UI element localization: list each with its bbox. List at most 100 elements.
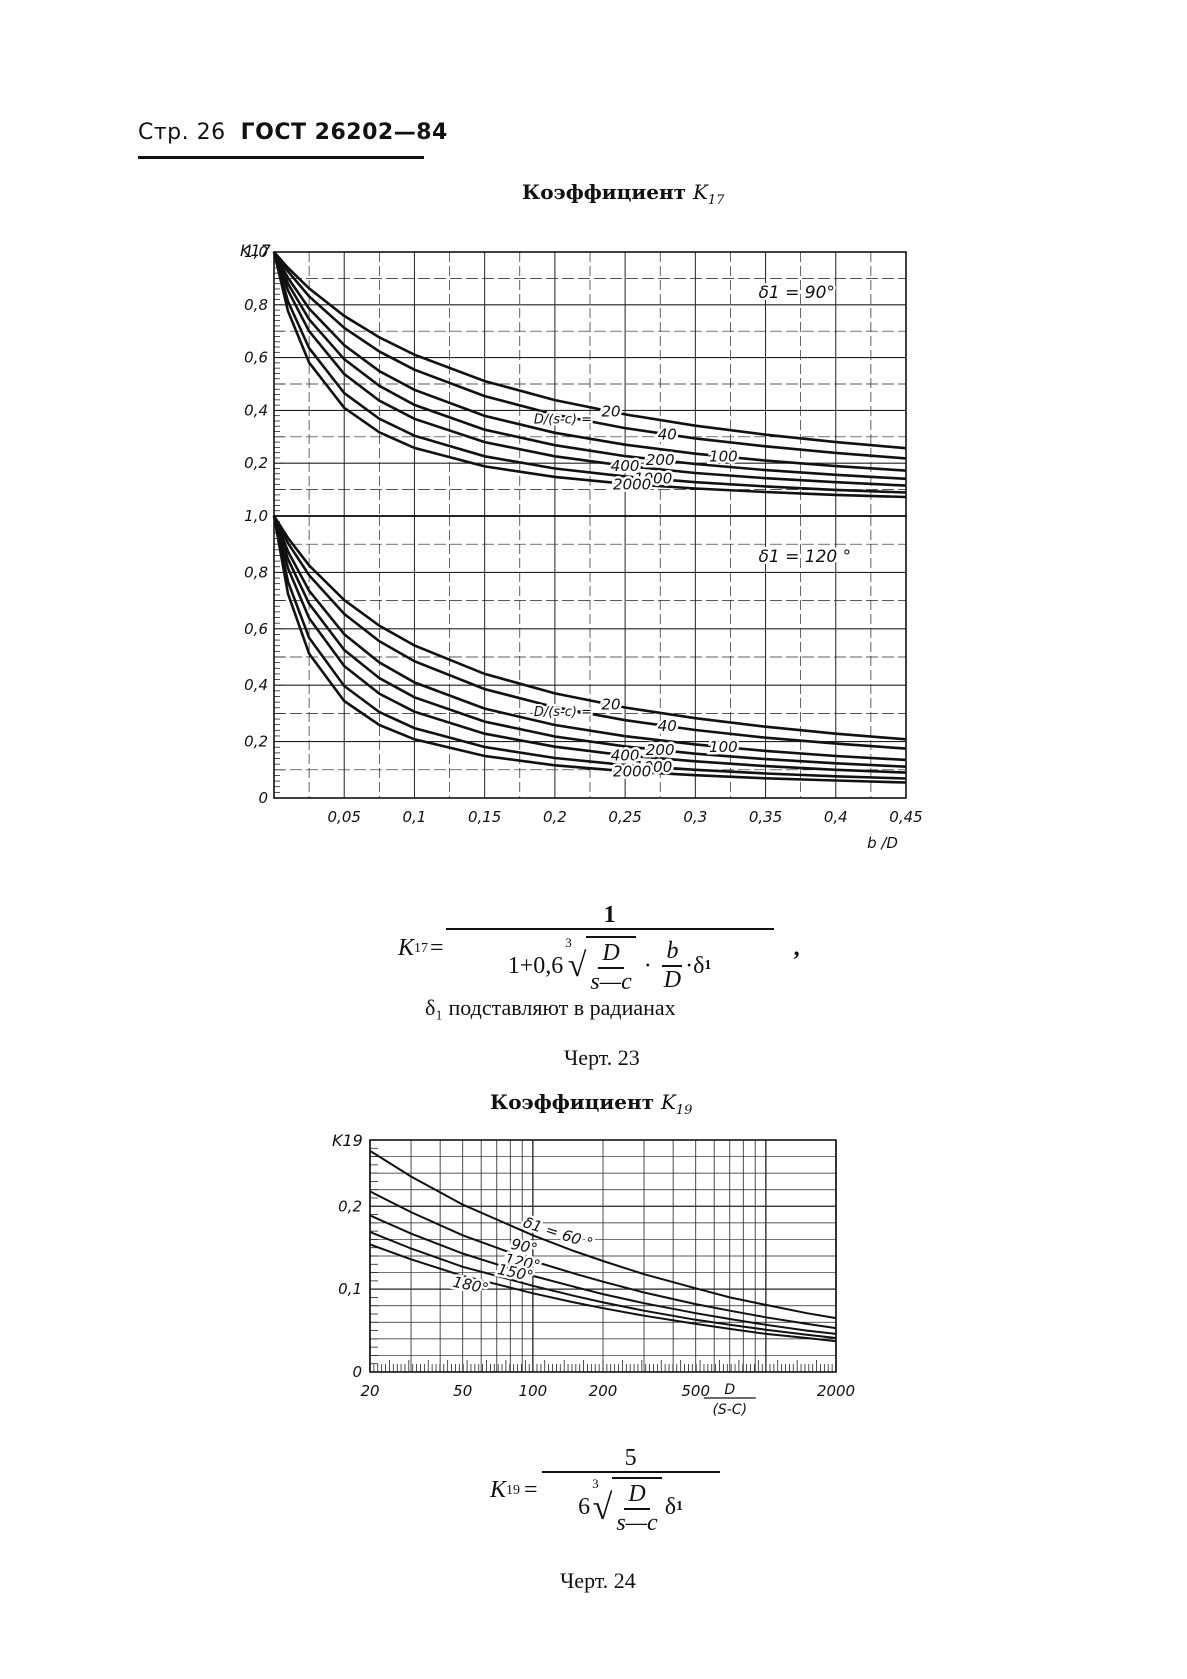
radicand-num: D: [598, 940, 624, 969]
radicand: D s—c: [586, 936, 636, 995]
series-label: 20: [602, 696, 621, 714]
series-line-400: [272, 251, 907, 487]
y-tick-label: 0,4: [244, 676, 268, 694]
series-line-2000: [272, 251, 907, 499]
header-rule: [138, 156, 424, 159]
title-word: Коэффициент: [490, 1090, 654, 1114]
x-tick-label: 0,25: [608, 808, 641, 826]
figure24-title: Коэффициент K19: [490, 1090, 692, 1118]
formula-comma: ,: [793, 935, 800, 962]
y-tick-label: 0,2: [244, 733, 268, 751]
series-line-200: [272, 251, 907, 481]
y-tick-label: 0,2: [244, 454, 268, 472]
series-line: [369, 1214, 837, 1335]
title-symbol: K: [692, 180, 708, 204]
b-num: b: [662, 938, 683, 967]
series-line: [369, 1190, 837, 1330]
formula-lhs-sub: 19: [506, 1482, 521, 1498]
delta-symbol: ·δ: [685, 952, 705, 979]
formula-lhs: K: [398, 935, 415, 962]
series-line: [369, 1243, 837, 1343]
y-tick-label: 0,6: [244, 349, 268, 367]
title-subscript: 19: [675, 1103, 693, 1118]
y-tick-label: 0,6: [244, 620, 268, 638]
x-tick-label: 0,45: [889, 808, 922, 826]
series-line: [369, 1231, 837, 1339]
x-tick-label: 200: [589, 1382, 618, 1400]
root-sign: √: [567, 946, 587, 984]
delta-annotation: δ1 = 90°: [759, 283, 835, 303]
delta-annotation: δ1 = 120 °: [759, 547, 852, 567]
plot-frame: [369, 1139, 837, 1373]
page-header: Стр. 26 ГОСТ 26202—84: [138, 120, 448, 145]
y-axis-label: K17: [240, 241, 272, 260]
series-line: [369, 1149, 837, 1320]
series-label: 100: [709, 447, 738, 465]
series-label: 400: [611, 457, 640, 475]
title-word: Коэффициент: [522, 180, 686, 204]
y-axis-label: K19: [332, 1131, 363, 1150]
y-tick-label: 0,8: [244, 563, 268, 581]
delta-sub: 1: [704, 958, 712, 974]
radicand-num: D: [624, 1481, 650, 1510]
series-line-2000: [272, 515, 907, 784]
series-label: 200: [646, 451, 675, 469]
x-tick-label: 2000: [817, 1382, 855, 1400]
series-line-400: [272, 515, 907, 774]
series-line-100: [272, 251, 907, 472]
series-line-20: [273, 251, 907, 450]
delta-symbol: δ: [664, 1493, 677, 1520]
title-symbol: K: [660, 1090, 676, 1114]
root-index: 3: [565, 935, 572, 951]
series-label: 1000: [634, 758, 672, 776]
y-tick-label: 0: [258, 789, 268, 807]
x-tick-label: 0,35: [749, 808, 782, 826]
title-subscript: 17: [707, 193, 725, 208]
x-tick-label: 100: [519, 1382, 548, 1400]
root-index: 3: [592, 1476, 599, 1492]
formula-numerator: 1: [445, 902, 774, 931]
y-tick-label: 0,8: [244, 296, 268, 314]
formula-lhs: K: [490, 1477, 507, 1504]
x-tick-label: 0,3: [683, 808, 707, 826]
series-label: 40: [658, 425, 677, 443]
b-den: D: [663, 966, 682, 993]
mult-dot: ·: [643, 952, 652, 979]
x-tick-label: 0,4: [824, 808, 848, 826]
formula-denominator: 1+0,6 3 √ D s—c · b D ·δ 1: [504, 930, 716, 995]
series-line-40: [272, 515, 907, 750]
x-tick-label: 50: [453, 1382, 472, 1400]
x-tick-label: 500: [681, 1382, 710, 1400]
series-line-100: [272, 515, 907, 762]
radicand-den: s—c: [590, 968, 632, 995]
delta-sub: 1: [676, 1499, 684, 1515]
x-axis-label: b /D: [867, 834, 898, 852]
x-axis-label-den: (S-C): [712, 1402, 747, 1418]
x-tick-label: 20: [360, 1382, 379, 1400]
y-tick-label: 1,0: [244, 243, 268, 261]
x-tick-label: 0,1: [403, 808, 427, 826]
figure23-caption: Черт. 23: [564, 1045, 640, 1070]
series-label: 1000: [634, 470, 672, 488]
figure23-formula: K 17 = 1 1+0,6 3 √ D s—c · b D ·δ 1 ,: [398, 902, 800, 995]
radicand-den: s—c: [616, 1509, 658, 1536]
series-line-20: [272, 515, 907, 741]
series-label: 400: [611, 746, 640, 764]
x-tick-label: 0,2: [543, 808, 567, 826]
series-label: 200: [646, 741, 675, 759]
x-tick-label: 0,15: [468, 808, 501, 826]
series-line-1000: [272, 251, 907, 494]
root-sign: √: [592, 1486, 613, 1527]
x-tick-label: 0,05: [328, 808, 361, 826]
standard-id: ГОСТ 26202—84: [240, 120, 448, 145]
b-over-d: b D: [660, 938, 685, 993]
formula-main-fraction: 1 1+0,6 3 √ D s—c · b D ·δ 1: [445, 902, 774, 995]
series-line-40: [272, 251, 907, 460]
series-label: 100: [709, 738, 738, 756]
